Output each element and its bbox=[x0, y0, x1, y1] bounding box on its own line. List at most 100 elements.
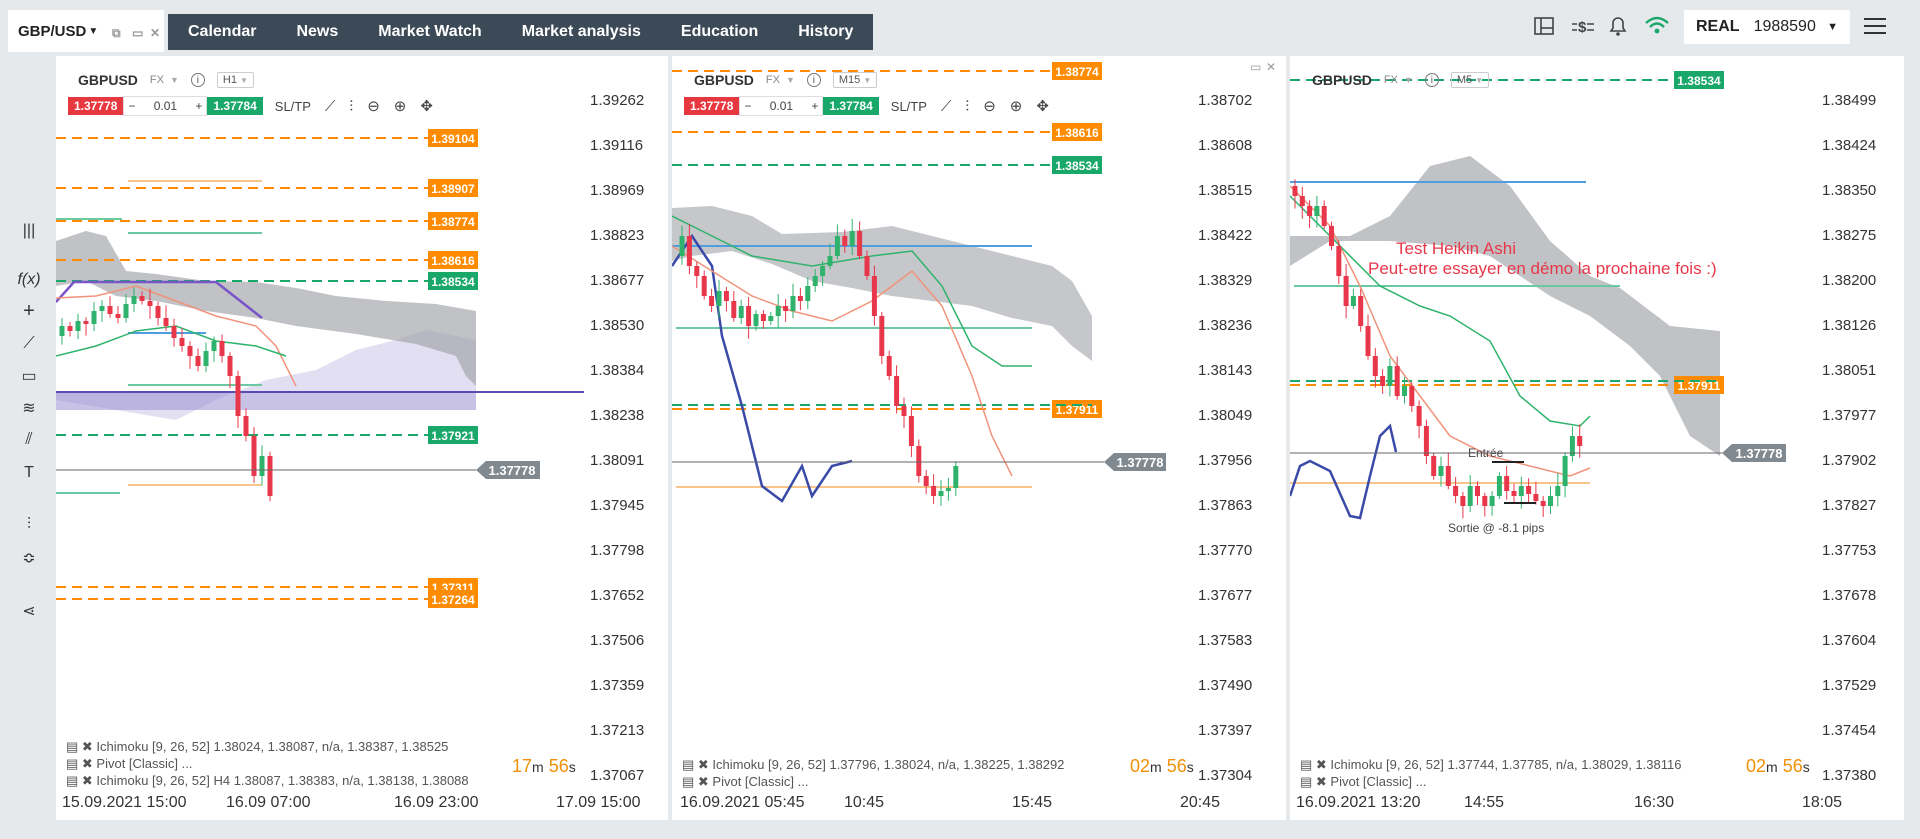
chart-canvas[interactable]: 1.38499 1.38424 1.38350 1.38275 1.38200 1.381… bbox=[1290, 56, 1904, 820]
timeframe-select[interactable]: H1 ▼ bbox=[216, 72, 254, 88]
sltp-button[interactable]: SL/TP bbox=[274, 98, 311, 114]
minus-icon[interactable]: − bbox=[744, 99, 752, 113]
lot-stepper[interactable]: − 0.01 + bbox=[739, 96, 824, 116]
menu-icon[interactable] bbox=[1864, 18, 1886, 39]
move-icon[interactable]: ✥ bbox=[1036, 98, 1049, 115]
lot-value[interactable]: 0.01 bbox=[769, 99, 794, 113]
chart-panel-h1[interactable]: 1.39262 1.39116 1.38969 1.38823 1.38677 1.385… bbox=[56, 56, 668, 820]
info-icon[interactable]: i bbox=[190, 73, 205, 87]
chevron-down-icon[interactable]: ▼ bbox=[1827, 21, 1838, 33]
text-icon[interactable]: T bbox=[24, 464, 34, 481]
symbol-tab[interactable]: GBP/USD ▼ ⧉ ▭ ✕ bbox=[8, 10, 164, 52]
nav-history[interactable]: History bbox=[798, 23, 854, 40]
candle-body bbox=[1402, 386, 1407, 396]
price-level-tag[interactable] bbox=[428, 251, 478, 269]
window-icon[interactable]: ▭ bbox=[1250, 60, 1262, 74]
price-level-tag[interactable] bbox=[1052, 123, 1102, 141]
chevron-down-icon[interactable]: ▼ bbox=[1403, 75, 1413, 85]
plus-icon[interactable]: + bbox=[195, 99, 203, 113]
study-item[interactable]: ▤ ✖ Pivot [Classic] ... bbox=[66, 756, 193, 771]
rectangle-icon[interactable]: ▭ bbox=[21, 368, 37, 385]
chart-panel-m5[interactable]: 1.38499 1.38424 1.38350 1.38275 1.38200 1.381… bbox=[1290, 56, 1904, 820]
line-icon[interactable]: ⟋ bbox=[23, 335, 35, 352]
share-icon[interactable]: ⋖ bbox=[22, 603, 36, 620]
candles-icon[interactable]: ⫶ bbox=[965, 97, 970, 115]
chart-symbol[interactable]: GBPUSD bbox=[1312, 72, 1372, 88]
zoom-out-icon[interactable]: ⊖ bbox=[983, 98, 996, 115]
sell-button[interactable]: 1.37778 bbox=[684, 97, 740, 115]
chart-symbol[interactable]: GBPUSD bbox=[694, 72, 754, 88]
study-item[interactable]: ▤ ✖ Pivot [Classic] ... bbox=[1300, 774, 1427, 789]
chevron-down-icon[interactable]: ▼ bbox=[169, 75, 179, 85]
price-level-tag[interactable] bbox=[428, 129, 478, 147]
candles-icon[interactable]: ⫶ bbox=[349, 97, 354, 115]
dollar-exchange-icon[interactable]: $ bbox=[1572, 19, 1594, 36]
sltp-button[interactable]: SL/TP bbox=[890, 98, 927, 114]
study-item[interactable]: ▤ ✖ Ichimoku [9, 26, 52] H4 1.38087, 1.3… bbox=[66, 773, 469, 788]
popout-icon[interactable]: ⧉ bbox=[112, 26, 121, 40]
chart-header: GBPUSD FX ▼ i H1 ▼ bbox=[78, 72, 254, 88]
study-item[interactable]: ▤ ✖ Ichimoku [9, 26, 52] 1.38024, 1.3808… bbox=[66, 739, 449, 754]
zoom-in-icon[interactable]: ⊕ bbox=[393, 98, 407, 115]
trendline[interactable] bbox=[56, 280, 263, 319]
chart-panel-m15[interactable]: 1.38702 1.38608 1.38515 1.38422 1.38329 1.382… bbox=[672, 56, 1286, 820]
study-item[interactable]: ▤ ✖ Ichimoku [9, 26, 52] 1.37796, 1.3802… bbox=[682, 757, 1065, 772]
lot-value[interactable]: 0.01 bbox=[153, 99, 178, 113]
candle-body bbox=[1569, 436, 1575, 456]
price-level-tag[interactable] bbox=[1052, 62, 1102, 80]
buy-button[interactable]: 1.37784 bbox=[207, 97, 263, 115]
price-level-tag[interactable] bbox=[428, 272, 478, 290]
trend-icon[interactable]: ⟋ bbox=[940, 97, 952, 115]
nav-market-watch[interactable]: Market Watch bbox=[378, 23, 482, 40]
info-icon[interactable]: i bbox=[806, 73, 821, 87]
chart-canvas[interactable]: 1.39262 1.39116 1.38969 1.38823 1.38677 1.385… bbox=[56, 56, 668, 820]
lot-stepper[interactable]: − 0.01 + bbox=[123, 96, 208, 116]
close-icon[interactable]: ✕ bbox=[1266, 60, 1277, 74]
nav-education[interactable]: Education bbox=[680, 23, 759, 40]
price-level-tag[interactable] bbox=[428, 590, 478, 608]
zoom-in-icon[interactable]: ⊕ bbox=[1009, 98, 1023, 115]
price-axis-label: 1.37583 bbox=[1198, 632, 1252, 649]
fibonacci-icon[interactable]: ≋ bbox=[22, 400, 36, 417]
account-selector[interactable]: REAL 1988590 ▼ bbox=[1684, 10, 1850, 44]
chart-header: GBPUSD FX ▼ i M15 ▼ bbox=[694, 72, 878, 88]
chart-symbol[interactable]: GBPUSD bbox=[78, 72, 138, 88]
nav-market-analysis[interactable]: Market analysis bbox=[521, 23, 641, 40]
nav-calendar[interactable]: Calendar bbox=[188, 23, 257, 40]
study-item[interactable]: ▤ ✖ Pivot [Classic] ... bbox=[682, 774, 809, 789]
price-level-tag[interactable] bbox=[428, 212, 478, 230]
plus-icon[interactable]: + bbox=[811, 99, 819, 113]
layers-icon[interactable]: ≎ bbox=[22, 550, 36, 567]
move-icon[interactable]: ✥ bbox=[420, 98, 433, 115]
info-icon[interactable]: i bbox=[1424, 73, 1439, 87]
timeframe-select[interactable]: M5 ▼ bbox=[1450, 72, 1490, 88]
chevron-down-icon[interactable]: ▼ bbox=[785, 75, 795, 85]
timer-seconds-unit: s bbox=[568, 759, 576, 775]
timeframe-select[interactable]: M15 ▼ bbox=[832, 72, 878, 88]
crosshair-icon[interactable]: + bbox=[23, 299, 35, 322]
chevron-down-icon[interactable]: ▼ bbox=[88, 25, 99, 37]
price-level-tag[interactable] bbox=[1674, 71, 1724, 89]
price-level-tag[interactable] bbox=[1052, 156, 1102, 174]
candle-body bbox=[59, 326, 65, 336]
indicator-icon[interactable]: ⫶ bbox=[26, 516, 31, 533]
symbol-tab-label: GBP/USD bbox=[18, 22, 87, 40]
price-level-tag[interactable] bbox=[428, 179, 478, 197]
zoom-out-icon[interactable]: ⊖ bbox=[367, 98, 380, 115]
window-icon[interactable]: ▭ bbox=[132, 26, 144, 40]
layout-icon[interactable] bbox=[1534, 17, 1554, 35]
channel-icon[interactable]: ⫽ bbox=[25, 431, 33, 448]
minus-icon[interactable]: − bbox=[128, 99, 136, 113]
sell-button[interactable]: 1.37778 bbox=[68, 97, 124, 115]
study-item[interactable]: ▤ ✖ Ichimoku [9, 26, 52] 1.37744, 1.3778… bbox=[1300, 757, 1682, 772]
nav-news[interactable]: News bbox=[296, 23, 339, 40]
bars-icon[interactable]: ||| bbox=[22, 222, 36, 239]
buy-button[interactable]: 1.37784 bbox=[823, 97, 879, 115]
bell-icon[interactable] bbox=[1609, 17, 1627, 36]
price-level-tag[interactable] bbox=[428, 426, 478, 444]
price-axis-label: 1.38499 bbox=[1822, 92, 1876, 109]
fx-icon[interactable]: f(x) bbox=[17, 271, 41, 288]
trend-icon[interactable]: ⟋ bbox=[324, 97, 336, 115]
chart-canvas[interactable]: 1.38702 1.38608 1.38515 1.38422 1.38329 1.382… bbox=[672, 56, 1286, 820]
close-icon[interactable]: ✕ bbox=[150, 26, 161, 40]
